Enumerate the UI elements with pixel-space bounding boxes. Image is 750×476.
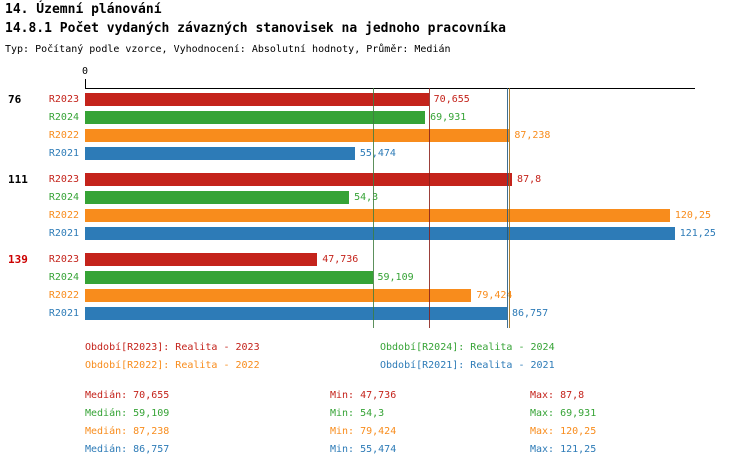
bar-row-label-r2022: R2022 — [48, 130, 79, 141]
stat-min-r2021: Min: 55,474 — [330, 444, 397, 455]
bar-r2024 — [85, 111, 426, 124]
bar-row-label-r2021: R2021 — [48, 228, 79, 239]
bar-row-label-r2023: R2023 — [48, 94, 79, 105]
bar-r2022 — [85, 129, 510, 142]
bar-value-label: 47,736 — [322, 254, 359, 265]
median-line-r2023 — [428, 88, 430, 328]
stat-median-r2021: Medián: 86,757 — [85, 444, 170, 455]
bar-row-label-r2021: R2021 — [48, 308, 79, 319]
legend-item-r2021: Období[R2021]: Realita - 2021 — [380, 360, 555, 371]
bar-row-label-r2024: R2024 — [48, 192, 79, 203]
bar-value-label: 54,3 — [354, 192, 379, 203]
bar-row-label-r2024: R2024 — [48, 112, 79, 123]
bar-value-label: 121,25 — [679, 228, 716, 239]
bar-value-label: 69,931 — [430, 112, 467, 123]
median-line-r2021 — [506, 88, 508, 328]
stat-max-r2022: Max: 120,25 — [530, 426, 597, 437]
legend-item-r2024: Období[R2024]: Realita - 2024 — [380, 342, 555, 353]
bar-value-label: 86,757 — [511, 308, 549, 319]
bar-value-label: 87,8 — [517, 174, 542, 185]
group-label: 139 — [8, 253, 28, 266]
bar-row-label-r2023: R2023 — [48, 254, 79, 265]
bar-r2022 — [85, 289, 472, 302]
bar-row-label-r2023: R2023 — [48, 174, 79, 185]
bar-r2023 — [85, 253, 318, 266]
legend-item-r2023: Období[R2023]: Realita - 2023 — [85, 342, 260, 353]
stat-max-r2023: Max: 87,8 — [530, 390, 585, 401]
report-subtitle: 14.8.1 Počet vydaných závazných stanovis… — [5, 21, 506, 36]
bar-value-label: 87,238 — [514, 130, 551, 141]
axis-tick — [85, 79, 86, 88]
bar-r2024 — [85, 271, 373, 284]
bar-r2021 — [85, 147, 355, 160]
bar-r2021 — [85, 227, 675, 240]
bar-r2022 — [85, 209, 670, 222]
stat-min-r2022: Min: 79,424 — [330, 426, 397, 437]
bar-row-label-r2024: R2024 — [48, 272, 79, 283]
median-line-r2024 — [372, 88, 374, 328]
bar-r2021 — [85, 307, 507, 320]
bar-value-label: 120,25 — [674, 210, 712, 221]
stat-median-r2024: Medián: 59,109 — [85, 408, 170, 419]
stat-median-r2022: Medián: 87,238 — [85, 426, 170, 437]
bar-value-label: 70,655 — [433, 94, 470, 105]
group-label: 111 — [8, 173, 28, 186]
bar-value-label: 79,424 — [476, 290, 513, 301]
stat-min-r2023: Min: 47,736 — [330, 390, 397, 401]
bar-row-label-r2021: R2021 — [48, 148, 79, 159]
bar-r2024 — [85, 191, 350, 204]
report-title: 14. Územní plánování — [5, 2, 162, 17]
report-meta: Typ: Počítaný podle vzorce, Vyhodnocení:… — [5, 44, 451, 55]
bar-row-label-r2022: R2022 — [48, 210, 79, 221]
group-label: 76 — [8, 93, 22, 106]
median-line-r2022 — [509, 88, 511, 328]
axis-tick-label-zero: 0 — [81, 66, 89, 77]
stat-max-r2021: Max: 121,25 — [530, 444, 597, 455]
legend-item-r2022: Období[R2022]: Realita - 2022 — [85, 360, 260, 371]
bar-r2023 — [85, 93, 429, 106]
bar-value-label: 55,474 — [359, 148, 396, 159]
stat-median-r2023: Medián: 70,655 — [85, 390, 170, 401]
bar-row-label-r2022: R2022 — [48, 290, 79, 301]
axis-line — [85, 88, 695, 89]
bar-r2023 — [85, 173, 513, 186]
stat-min-r2024: Min: 54,3 — [330, 408, 385, 419]
stat-max-r2024: Max: 69,931 — [530, 408, 597, 419]
bar-value-label: 59,109 — [377, 272, 414, 283]
